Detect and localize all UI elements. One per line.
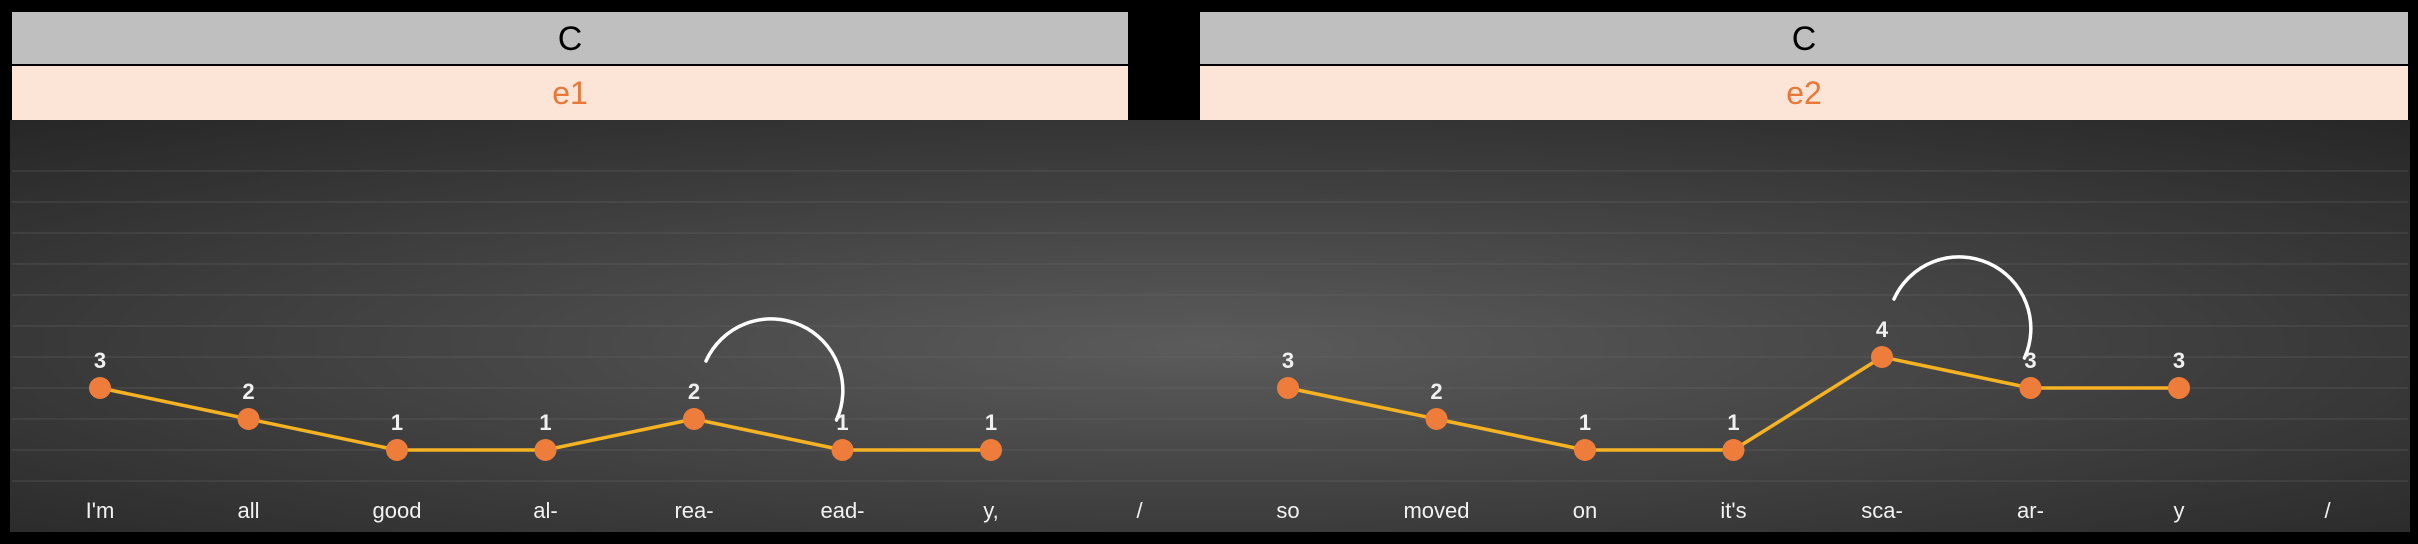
plot-background bbox=[10, 120, 2410, 532]
section-label: e2 bbox=[1786, 75, 1822, 111]
data-label: 1 bbox=[391, 410, 403, 435]
data-point bbox=[1871, 346, 1893, 368]
data-label: 1 bbox=[1727, 410, 1739, 435]
lyric-label: ar- bbox=[2017, 498, 2044, 523]
data-point bbox=[1277, 377, 1299, 399]
lyric-label: al- bbox=[533, 498, 557, 523]
data-label: 4 bbox=[1876, 317, 1889, 342]
data-point bbox=[386, 439, 408, 461]
data-point bbox=[2168, 377, 2190, 399]
data-point bbox=[831, 439, 854, 461]
chord-label: C bbox=[1792, 20, 1817, 58]
data-point bbox=[237, 408, 260, 430]
lyric-label: / bbox=[2324, 498, 2331, 523]
data-label: 2 bbox=[1430, 379, 1442, 404]
data-label: 1 bbox=[836, 410, 848, 435]
lyric-label: ead- bbox=[820, 498, 864, 523]
lyric-label: on bbox=[1573, 498, 1597, 523]
data-point bbox=[1722, 439, 1745, 461]
lyric-label: I'm bbox=[86, 498, 115, 523]
data-label: 3 bbox=[94, 348, 106, 373]
slur-arc bbox=[1892, 255, 2033, 360]
lyric-label: good bbox=[373, 498, 422, 523]
lyric-label: rea- bbox=[674, 498, 713, 523]
gridlines bbox=[12, 170, 2408, 482]
chord-bar bbox=[1200, 12, 2408, 64]
data-point bbox=[534, 439, 557, 461]
lyric-label: so bbox=[1276, 498, 1299, 523]
lyric-label: sca- bbox=[1861, 498, 1903, 523]
data-point bbox=[1574, 439, 1596, 461]
slur-arc bbox=[704, 317, 845, 422]
lyric-label: all bbox=[237, 498, 259, 523]
data-label: 3 bbox=[2024, 348, 2036, 373]
data-point bbox=[683, 408, 705, 430]
melody-series: 3 2 1 1 2 1 1 3 2 1 1 4 3 3 bbox=[89, 255, 2190, 461]
lyric-label: / bbox=[1136, 498, 1143, 523]
data-point bbox=[1425, 408, 1448, 430]
data-label: 1 bbox=[1579, 410, 1591, 435]
lyric-label: it's bbox=[1720, 498, 1746, 523]
data-label: 1 bbox=[539, 410, 551, 435]
lyric-label: moved bbox=[1403, 498, 1469, 523]
chord-section-headers: Ce1 Ce2 bbox=[12, 12, 2408, 120]
data-label: 1 bbox=[985, 410, 997, 435]
data-point bbox=[89, 377, 111, 399]
chord-bar bbox=[12, 12, 1128, 64]
section-bar bbox=[12, 66, 1128, 120]
lyric-label: y bbox=[2174, 498, 2185, 523]
section-bar bbox=[1200, 66, 2408, 120]
data-label: 3 bbox=[2173, 348, 2185, 373]
data-label: 2 bbox=[242, 379, 254, 404]
data-label: 2 bbox=[688, 379, 700, 404]
section-label: e1 bbox=[552, 75, 588, 111]
chord-label: C bbox=[558, 20, 583, 58]
data-point bbox=[2019, 377, 2042, 399]
data-point bbox=[980, 439, 1002, 461]
lyric-label: y, bbox=[983, 498, 998, 523]
lyric-labels: I'm all good al-rea-ead-y, / so moved on it's sca… bbox=[86, 498, 2332, 523]
data-label: 3 bbox=[1282, 348, 1294, 373]
